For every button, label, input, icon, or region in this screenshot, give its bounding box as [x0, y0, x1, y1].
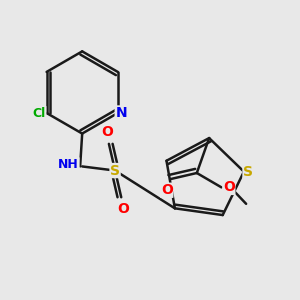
- Text: O: O: [161, 183, 173, 197]
- Text: O: O: [117, 202, 129, 216]
- Text: S: S: [110, 164, 120, 178]
- Text: Cl: Cl: [33, 106, 46, 119]
- Text: S: S: [243, 165, 253, 178]
- Text: O: O: [223, 180, 235, 194]
- Text: NH: NH: [58, 158, 79, 171]
- Text: N: N: [115, 106, 127, 120]
- Text: O: O: [101, 125, 113, 139]
